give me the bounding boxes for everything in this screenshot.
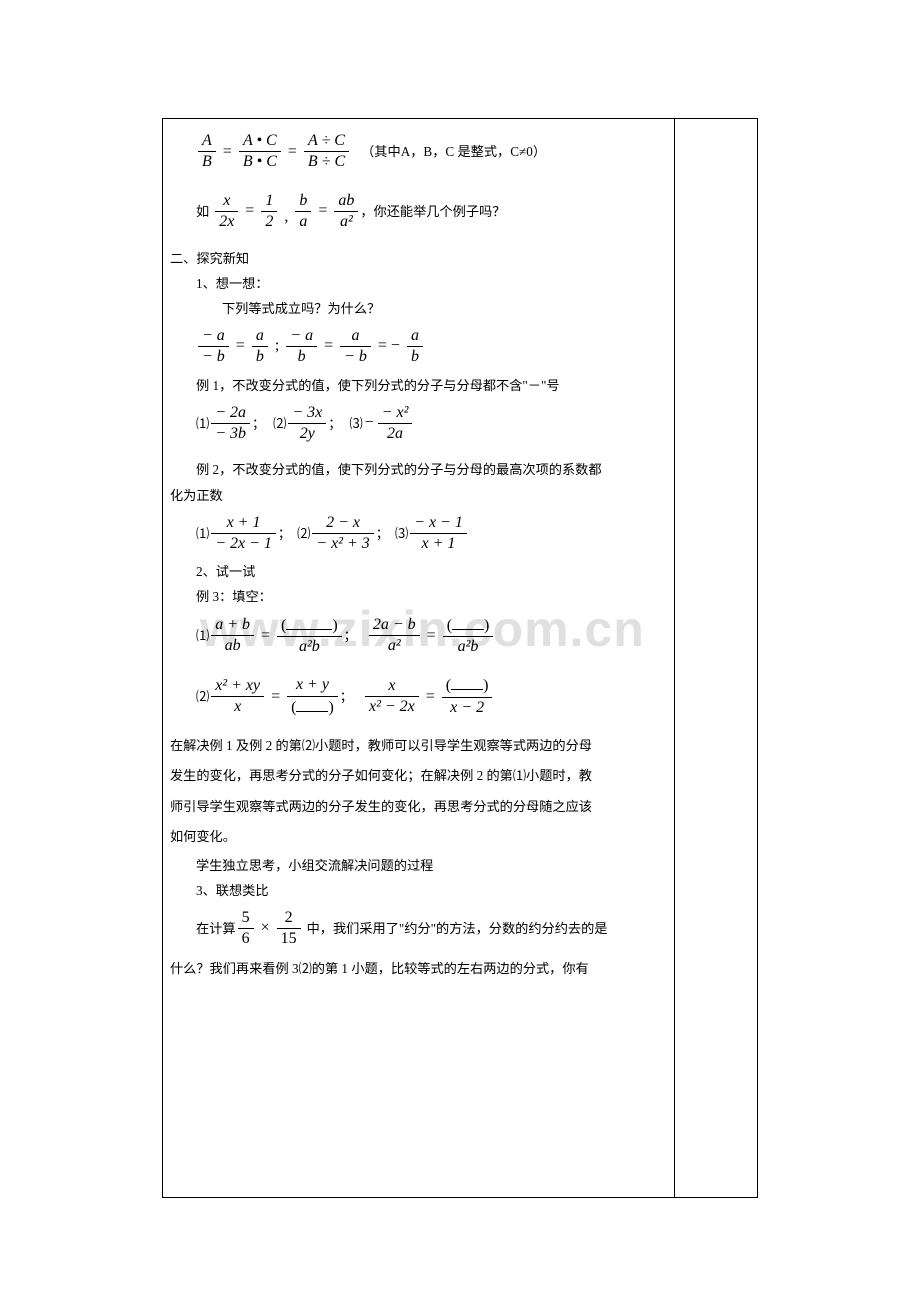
paragraph-3: 师引导学生观察等式两边的分子发生的变化，再思考分式的分母随之应该 [170,792,668,822]
paragraph-4: 如何变化。 [170,822,668,852]
example-2-expressions: ⑴ x + 1− 2x − 1 ； ⑵ 2 − x− x² + 3 ； ⑶ − … [170,514,668,554]
example-1-expressions: ⑴ − 2a− 3b ； ⑵ − 3x2y ； ⑶ − − x²2a [170,404,668,444]
example-2-title-a: 例 2，不改变分式的值，使下列分式的分子与分母的最高次项的系数都 [170,457,668,482]
subsection-2-1-question: 下列等式成立吗？为什么？ [170,296,668,321]
paragraph-1: 在解决例 1 及例 2 的第⑵小题时，教师可以引导学生观察等式两边的分母 [170,731,668,761]
formula-fraction-identity: AB = A • CB • C = A ÷ CB ÷ C （其中 A，B，C 是… [170,132,668,172]
formula-example-fractions: 如 x2x = 12 , ba = aba² ，你还能举几个例子吗？ [170,192,668,232]
column-divider [674,118,675,1198]
calculation-line: 在计算 56 × 215 中，我们采用了"约分"的方法，分数的约分约去的是 [170,909,668,949]
example-1-title: 例 1，不改变分式的值，使下列分式的分子与分母都不含"－"号 [170,373,668,398]
subsection-2-3: 3、联想类比 [170,878,668,903]
document-content: AB = A • CB • C = A ÷ CB ÷ C （其中 A，B，C 是… [170,126,668,985]
example-3-title: 例 3：填空： [170,584,668,609]
example-3-part-2: ⑵ x² + xyx = x + y() ； xx² − 2x = ()x − … [170,676,668,717]
subsection-2-2: 2、试一试 [170,559,668,584]
formula-sign-identity: − a− b = ab ; − ab = a− b = − ab [170,327,668,367]
paragraph-5: 学生独立思考，小组交流解决问题的过程 [170,853,668,878]
example-3-part-1: ⑴ a + bab = ()a²b ； 2a − ba² = ()a²b [170,616,668,657]
example-2-title-b: 化为正数 [170,483,668,508]
subsection-2-1: 1、想一想： [170,271,668,296]
paragraph-6: 什么？我们再来看例 3⑵的第 1 小题，比较等式的左右两边的分式，你有 [170,954,668,984]
section-2-title: 二、探究新知 [170,246,668,271]
paragraph-2: 发生的变化，再思考分式的分子如何变化；在解决例 2 的第⑴小题时，教 [170,761,668,791]
